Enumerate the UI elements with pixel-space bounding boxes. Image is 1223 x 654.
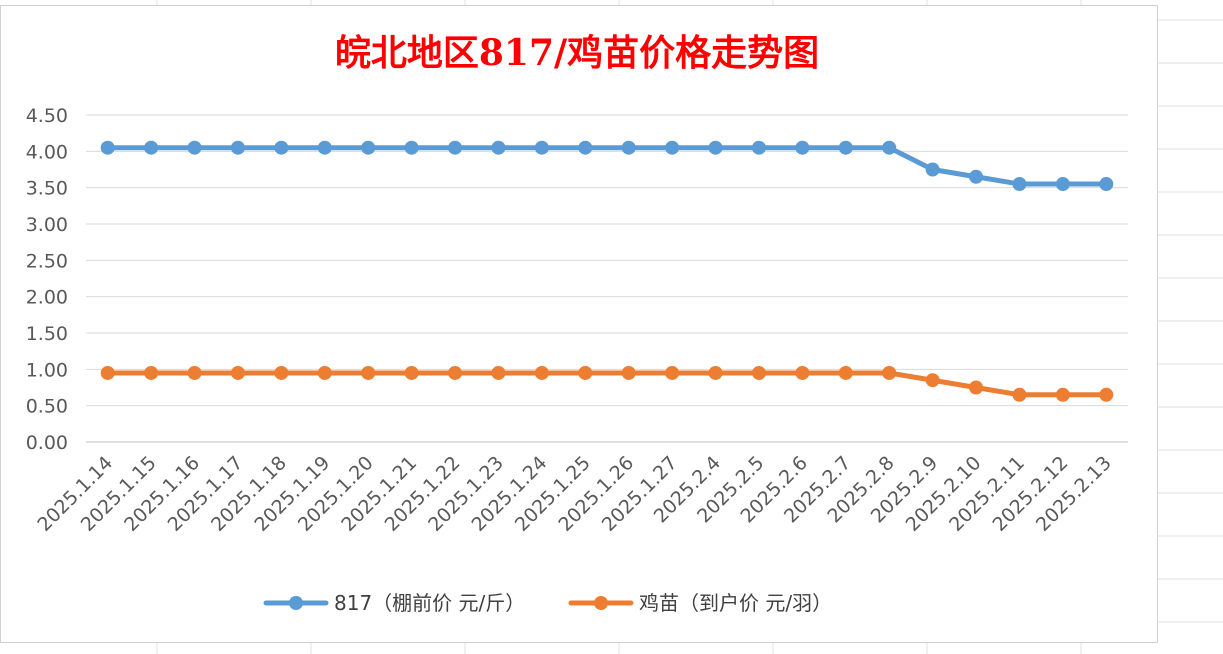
legend-item-2[interactable]: 鸡苗（到户价 元/羽）	[568, 591, 832, 615]
y-tick-label: 3.50	[26, 178, 68, 200]
data-point[interactable]	[317, 365, 332, 380]
y-axis-ticks: 0.00 0.50 1.00 1.50 2.00 2.50 3.00 3.50 4.00 4.50	[26, 105, 68, 454]
y-tick-label: 0.00	[26, 432, 68, 454]
data-point[interactable]	[361, 140, 376, 155]
data-point[interactable]	[838, 365, 853, 380]
data-point[interactable]	[969, 169, 984, 184]
y-tick-label: 4.00	[26, 141, 68, 163]
data-point[interactable]	[795, 365, 810, 380]
y-tick-label: 3.00	[26, 214, 68, 236]
y-tick-label: 4.50	[26, 105, 68, 127]
data-point[interactable]	[534, 140, 549, 155]
series-2	[100, 365, 1114, 402]
y-tick-label: 1.00	[26, 359, 68, 381]
data-point[interactable]	[578, 365, 593, 380]
data-point[interactable]	[621, 140, 636, 155]
legend-label: 817（棚前价 元/斤）	[334, 591, 525, 615]
data-point[interactable]	[708, 140, 723, 155]
data-point[interactable]	[100, 140, 115, 155]
line-chart: 皖北地区817/鸡苗价格走势图 0.00 0.50 1.00 1.50 2.00 2.50…	[26, 32, 1128, 615]
data-point[interactable]	[795, 140, 810, 155]
data-point[interactable]	[100, 365, 115, 380]
data-point[interactable]	[448, 365, 463, 380]
series-layer	[100, 140, 1114, 402]
data-point[interactable]	[882, 365, 897, 380]
data-point[interactable]	[491, 365, 506, 380]
data-point[interactable]	[534, 365, 549, 380]
data-point[interactable]	[1055, 177, 1070, 192]
data-point[interactable]	[491, 140, 506, 155]
chart-title: 皖北地区817/鸡苗价格走势图	[335, 32, 819, 74]
legend-dot-marker	[289, 596, 303, 610]
data-point[interactable]	[1012, 177, 1027, 192]
data-point[interactable]	[1099, 387, 1114, 402]
data-point[interactable]	[404, 140, 419, 155]
data-point[interactable]	[317, 140, 332, 155]
data-point[interactable]	[144, 365, 159, 380]
data-point[interactable]	[751, 140, 766, 155]
data-point[interactable]	[665, 365, 680, 380]
y-tick-label: 0.50	[26, 396, 68, 418]
data-point[interactable]	[621, 365, 636, 380]
data-point[interactable]	[925, 162, 940, 177]
data-point[interactable]	[187, 365, 202, 380]
legend-item-1[interactable]: 817（棚前价 元/斤）	[263, 591, 525, 615]
legend[interactable]: 817（棚前价 元/斤） 鸡苗（到户价 元/羽）	[263, 591, 832, 615]
gridlines	[86, 114, 1128, 443]
data-point[interactable]	[144, 140, 159, 155]
data-point[interactable]	[838, 140, 853, 155]
data-point[interactable]	[404, 365, 419, 380]
data-point[interactable]	[925, 373, 940, 388]
data-point[interactable]	[230, 365, 245, 380]
legend-dot-marker	[594, 596, 608, 610]
y-tick-label: 2.00	[26, 287, 68, 309]
data-point[interactable]	[230, 140, 245, 155]
chart-frame[interactable]: 皖北地区817/鸡苗价格走势图 0.00 0.50 1.00 1.50 2.00 2.50…	[0, 5, 1158, 643]
data-point[interactable]	[578, 140, 593, 155]
series-line	[105, 145, 1109, 187]
data-point[interactable]	[751, 365, 766, 380]
data-point[interactable]	[1055, 387, 1070, 402]
data-point[interactable]	[187, 140, 202, 155]
data-point[interactable]	[969, 380, 984, 395]
data-point[interactable]	[882, 140, 897, 155]
data-point[interactable]	[274, 140, 289, 155]
data-point[interactable]	[274, 365, 289, 380]
series-1	[100, 140, 1114, 192]
legend-label: 鸡苗（到户价 元/羽）	[639, 591, 832, 615]
data-point[interactable]	[708, 365, 723, 380]
data-point[interactable]	[1012, 387, 1027, 402]
data-point[interactable]	[665, 140, 680, 155]
y-tick-label: 2.50	[26, 250, 68, 272]
series-line	[105, 370, 1109, 398]
x-axis-ticks: 2025.1.142025.1.152025.1.162025.1.172025…	[33, 452, 1116, 536]
y-tick-label: 1.50	[26, 323, 68, 345]
data-point[interactable]	[361, 365, 376, 380]
data-point[interactable]	[1099, 177, 1114, 192]
data-point[interactable]	[448, 140, 463, 155]
